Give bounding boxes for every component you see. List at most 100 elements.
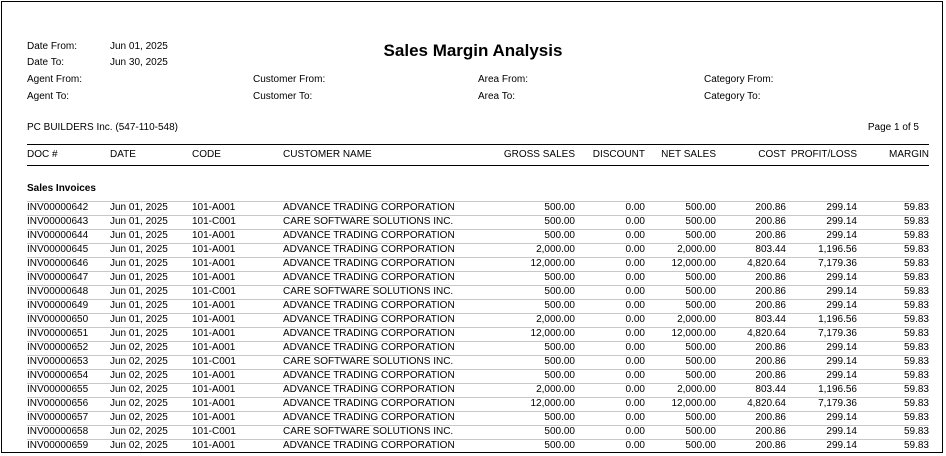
code-cell: 101-A001 [192,230,236,241]
code-cell: 101-A001 [192,244,236,255]
profit-loss-cell: 299.14 [826,230,857,241]
col-header-discount: DISCOUNT [592,149,645,160]
customer-cell: ADVANCE TRADING CORPORATION [283,398,455,409]
agent-from-label: Agent From: [27,74,83,85]
col-header-profit-loss: PROFIT/LOSS [790,149,857,160]
net-sales-cell: 500.00 [685,216,716,227]
date-cell: Jun 02, 2025 [110,426,168,437]
date-cell: Jun 01, 2025 [110,286,168,297]
net-sales-cell: 2,000.00 [677,314,716,325]
row-separator [27,439,929,440]
customer-cell: ADVANCE TRADING CORPORATION [283,440,455,451]
customer-cell: CARE SOFTWARE SOLUTIONS INC. [283,216,454,227]
margin-cell: 59.83 [903,398,929,409]
date-cell: Jun 01, 2025 [110,230,168,241]
customer-cell: ADVANCE TRADING CORPORATION [283,342,455,353]
net-sales-cell: 500.00 [685,440,716,451]
gross-sales-cell: 500.00 [544,356,575,367]
margin-cell: 59.83 [903,356,929,367]
customer-cell: ADVANCE TRADING CORPORATION [283,202,455,213]
row-separator [27,425,929,426]
doc-cell: INV00000653 [27,356,89,367]
row-separator [27,299,929,300]
gross-sales-cell: 500.00 [544,412,575,423]
doc-cell: INV00000643 [27,216,89,227]
margin-cell: 59.83 [903,230,929,241]
gross-sales-cell: 2,000.00 [536,384,575,395]
col-header-code: CODE [192,149,221,160]
margin-cell: 59.83 [903,440,929,451]
doc-cell: INV00000646 [27,258,89,269]
cost-cell: 200.86 [755,300,786,311]
margin-cell: 59.83 [903,342,929,353]
row-separator [27,369,929,370]
doc-cell: INV00000658 [27,426,89,437]
doc-cell: INV00000656 [27,398,89,409]
doc-cell: INV00000647 [27,272,89,283]
profit-loss-cell: 7,179.36 [818,258,857,269]
date-cell: Jun 01, 2025 [110,314,168,325]
customer-cell: ADVANCE TRADING CORPORATION [283,370,455,381]
customer-cell: ADVANCE TRADING CORPORATION [283,258,455,269]
discount-cell: 0.00 [625,412,645,423]
cost-cell: 803.44 [755,384,786,395]
cost-cell: 200.86 [755,342,786,353]
code-cell: 101-A001 [192,440,236,451]
doc-cell: INV00000654 [27,370,89,381]
customer-cell: ADVANCE TRADING CORPORATION [283,300,455,311]
date-cell: Jun 01, 2025 [110,300,168,311]
gross-sales-cell: 500.00 [544,370,575,381]
doc-cell: INV00000652 [27,342,89,353]
customer-cell: ADVANCE TRADING CORPORATION [283,328,455,339]
cost-cell: 200.86 [755,230,786,241]
date-cell: Jun 02, 2025 [110,342,168,353]
discount-cell: 0.00 [625,328,645,339]
customer-cell: ADVANCE TRADING CORPORATION [283,384,455,395]
col-header-date: DATE [110,149,136,160]
code-cell: 101-A001 [192,328,236,339]
discount-cell: 0.00 [625,384,645,395]
discount-cell: 0.00 [625,398,645,409]
gross-sales-cell: 500.00 [544,342,575,353]
discount-cell: 0.00 [625,342,645,353]
doc-cell: INV00000645 [27,244,89,255]
customer-cell: ADVANCE TRADING CORPORATION [283,272,455,283]
area-to-label: Area To: [478,91,516,102]
code-cell: 101-C001 [192,426,236,437]
category-from-label: Category From: [704,74,774,85]
net-sales-cell: 500.00 [685,272,716,283]
doc-cell: INV00000644 [27,230,89,241]
profit-loss-cell: 299.14 [826,426,857,437]
col-header-margin: MARGIN [889,149,929,160]
margin-cell: 59.83 [903,314,929,325]
net-sales-cell: 500.00 [685,426,716,437]
discount-cell: 0.00 [625,258,645,269]
doc-cell: INV00000650 [27,314,89,325]
net-sales-cell: 12,000.00 [671,398,717,409]
code-cell: 101-A001 [192,370,236,381]
date-cell: Jun 02, 2025 [110,370,168,381]
cost-cell: 200.86 [755,202,786,213]
discount-cell: 0.00 [625,216,645,227]
discount-cell: 0.00 [625,300,645,311]
net-sales-cell: 2,000.00 [677,244,716,255]
net-sales-cell: 500.00 [685,342,716,353]
margin-cell: 59.83 [903,216,929,227]
profit-loss-cell: 299.14 [826,412,857,423]
discount-cell: 0.00 [625,314,645,325]
code-cell: 101-A001 [192,258,236,269]
date-cell: Jun 02, 2025 [110,412,168,423]
margin-cell: 59.83 [903,300,929,311]
row-separator [27,397,929,398]
doc-cell: INV00000649 [27,300,89,311]
gross-sales-cell: 12,000.00 [530,328,576,339]
date-to-value: Jun 30, 2025 [110,57,168,68]
discount-cell: 0.00 [625,202,645,213]
net-sales-cell: 500.00 [685,412,716,423]
net-sales-cell: 12,000.00 [671,258,717,269]
gross-sales-cell: 500.00 [544,272,575,283]
cost-cell: 4,820.64 [747,328,786,339]
date-from-value: Jun 01, 2025 [110,41,168,52]
row-separator [27,327,929,328]
customer-to-label: Customer To: [253,91,313,102]
